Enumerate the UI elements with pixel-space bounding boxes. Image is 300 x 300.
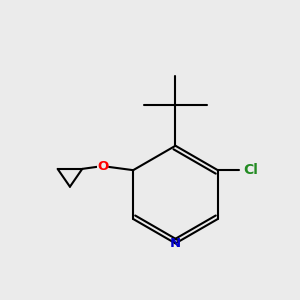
Text: O: O	[97, 160, 108, 173]
Text: Cl: Cl	[243, 163, 258, 177]
Text: N: N	[170, 237, 181, 250]
